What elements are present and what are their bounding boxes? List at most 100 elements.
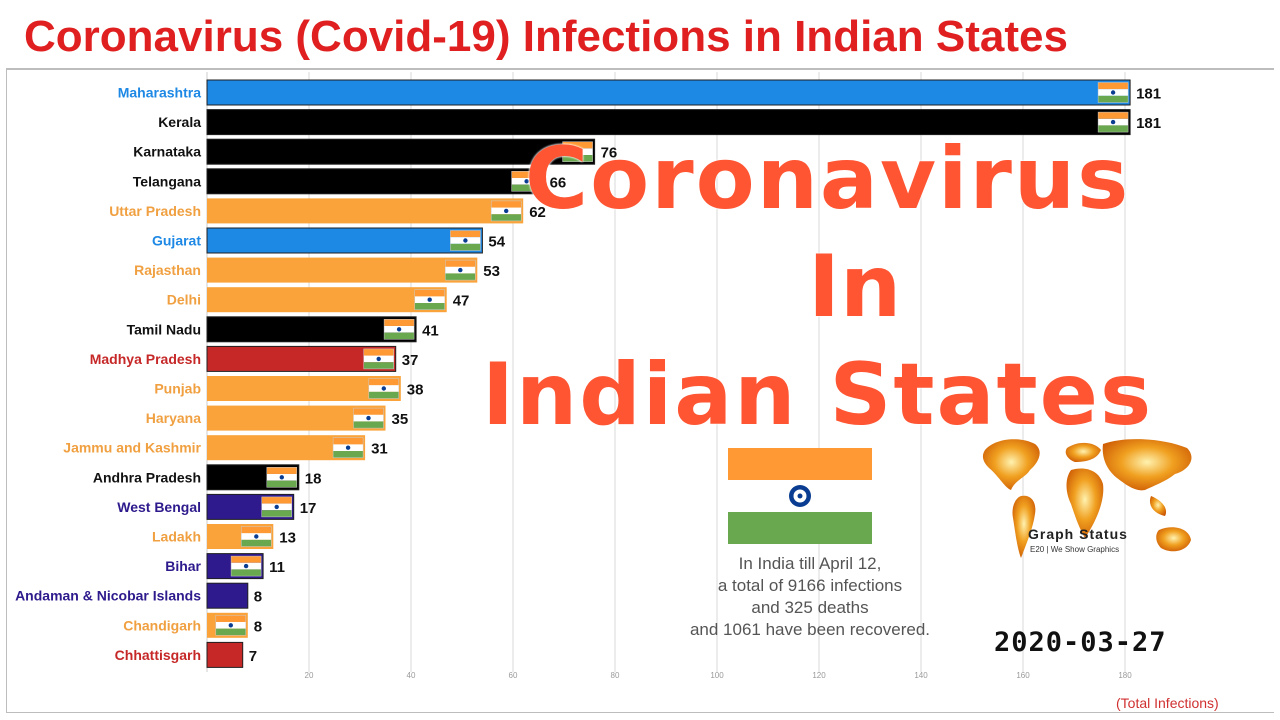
flag-chakra bbox=[427, 297, 432, 302]
flag-saffron-band bbox=[384, 319, 415, 326]
bottom-rule bbox=[6, 712, 1274, 713]
category-label: Haryana bbox=[146, 410, 201, 426]
bar bbox=[207, 287, 447, 313]
category-label: Gujarat bbox=[152, 233, 201, 249]
category-label: Bihar bbox=[165, 558, 201, 574]
flag-border bbox=[215, 615, 247, 636]
category-label: Rajasthan bbox=[134, 262, 201, 278]
category-label: West Bengal bbox=[117, 499, 201, 515]
flag-saffron-band bbox=[363, 348, 394, 356]
flag-chakra bbox=[228, 623, 233, 628]
value-label: 38 bbox=[407, 382, 424, 399]
flag-border bbox=[363, 348, 394, 370]
flag-border bbox=[562, 141, 593, 162]
flag-border bbox=[230, 555, 262, 577]
flag-chakra bbox=[463, 238, 468, 243]
value-label: 47 bbox=[453, 293, 470, 310]
value-label: 181 bbox=[1136, 115, 1161, 132]
flag-border bbox=[332, 437, 364, 458]
flag-border bbox=[1097, 111, 1129, 133]
overlay-line-3: Indian States bbox=[482, 345, 1154, 445]
value-label: 11 bbox=[269, 559, 285, 576]
value-label: 18 bbox=[305, 470, 322, 487]
flag-saffron-band bbox=[445, 260, 476, 267]
x-tick-label: 100 bbox=[710, 671, 724, 680]
flag-saffron-band bbox=[231, 556, 262, 563]
flag-border bbox=[383, 319, 415, 340]
flag-border bbox=[261, 496, 292, 518]
flag-saffron-band bbox=[353, 408, 384, 415]
value-label: 54 bbox=[488, 234, 505, 251]
flag-chakra bbox=[243, 563, 249, 569]
value-label: 37 bbox=[402, 352, 419, 369]
info-line: a total of 9166 infections bbox=[717, 576, 903, 595]
category-label: Jammu and Kashmir bbox=[63, 440, 201, 456]
flag-chakra bbox=[524, 179, 529, 184]
flag-chakra bbox=[504, 208, 509, 214]
value-label: 62 bbox=[529, 204, 546, 221]
flag-green-band bbox=[261, 510, 292, 517]
category-label: Madhya Pradesh bbox=[90, 351, 201, 367]
flag-green-band bbox=[414, 303, 445, 310]
value-label: 17 bbox=[300, 500, 317, 517]
left-rule bbox=[6, 68, 7, 713]
value-label: 13 bbox=[279, 530, 296, 547]
flag-border bbox=[490, 200, 522, 222]
flag-green-band bbox=[1098, 95, 1129, 103]
bar bbox=[206, 641, 244, 668]
x-tick-label: 120 bbox=[812, 671, 826, 680]
flag-chakra bbox=[345, 445, 351, 450]
flag-green-band bbox=[241, 539, 272, 547]
world-map-icon bbox=[982, 439, 1192, 558]
flag-green-band bbox=[384, 332, 415, 340]
flag-chakra bbox=[396, 327, 402, 332]
value-label: 181 bbox=[1136, 86, 1161, 103]
flag-green-band bbox=[368, 391, 399, 399]
bar bbox=[207, 198, 524, 224]
flag-green-band bbox=[353, 421, 384, 429]
value-label: 41 bbox=[422, 322, 439, 339]
flag-green-band bbox=[215, 628, 246, 636]
watermark-tagline: E20 | We Show Graphics bbox=[1030, 545, 1120, 554]
value-label: 66 bbox=[550, 174, 567, 191]
x-tick-label: 60 bbox=[509, 671, 518, 680]
overlay-line-1: Coronavirus bbox=[525, 129, 1131, 229]
bar bbox=[206, 227, 483, 254]
category-label: Maharashtra bbox=[118, 85, 201, 101]
flag-green-band bbox=[266, 480, 297, 488]
watermark-brand: Graph Status bbox=[1028, 526, 1128, 542]
bar bbox=[206, 138, 596, 165]
flag-saffron-band bbox=[368, 378, 399, 386]
flag-border bbox=[266, 467, 298, 488]
flag-border bbox=[450, 230, 481, 251]
flag-chakra bbox=[575, 149, 580, 154]
flag-border bbox=[511, 171, 542, 192]
category-label: Karnataka bbox=[133, 144, 201, 160]
info-line: and 325 deaths bbox=[751, 598, 869, 617]
flag-green-band bbox=[450, 243, 481, 251]
flag-saffron-band bbox=[450, 230, 481, 238]
bar bbox=[207, 376, 401, 401]
axis-label: (Total Infections) bbox=[1116, 695, 1219, 711]
info-text: In India till April 12, a total of 9166 … bbox=[640, 553, 980, 641]
flag-saffron-band bbox=[333, 437, 364, 445]
flag-border bbox=[1097, 82, 1129, 103]
info-line: and 1061 have been recovered. bbox=[689, 620, 931, 639]
value-label: 7 bbox=[249, 648, 257, 665]
category-label: Tamil Nadu bbox=[127, 321, 201, 337]
category-label: Chhattisgarh bbox=[115, 647, 201, 663]
value-label: 35 bbox=[392, 411, 409, 428]
flag-border bbox=[368, 378, 400, 399]
flag-border bbox=[445, 259, 476, 281]
flag-border bbox=[353, 407, 384, 429]
bar bbox=[206, 109, 1131, 136]
info-line: In India till April 12, bbox=[738, 554, 882, 573]
india-flag-icon bbox=[728, 448, 872, 544]
category-label: Telangana bbox=[133, 173, 201, 189]
x-tick-label: 40 bbox=[407, 671, 416, 680]
flag-green-band bbox=[562, 155, 593, 162]
category-label: Punjab bbox=[154, 381, 201, 397]
x-tick-label: 80 bbox=[611, 671, 620, 680]
flag-saffron-band bbox=[241, 526, 272, 534]
